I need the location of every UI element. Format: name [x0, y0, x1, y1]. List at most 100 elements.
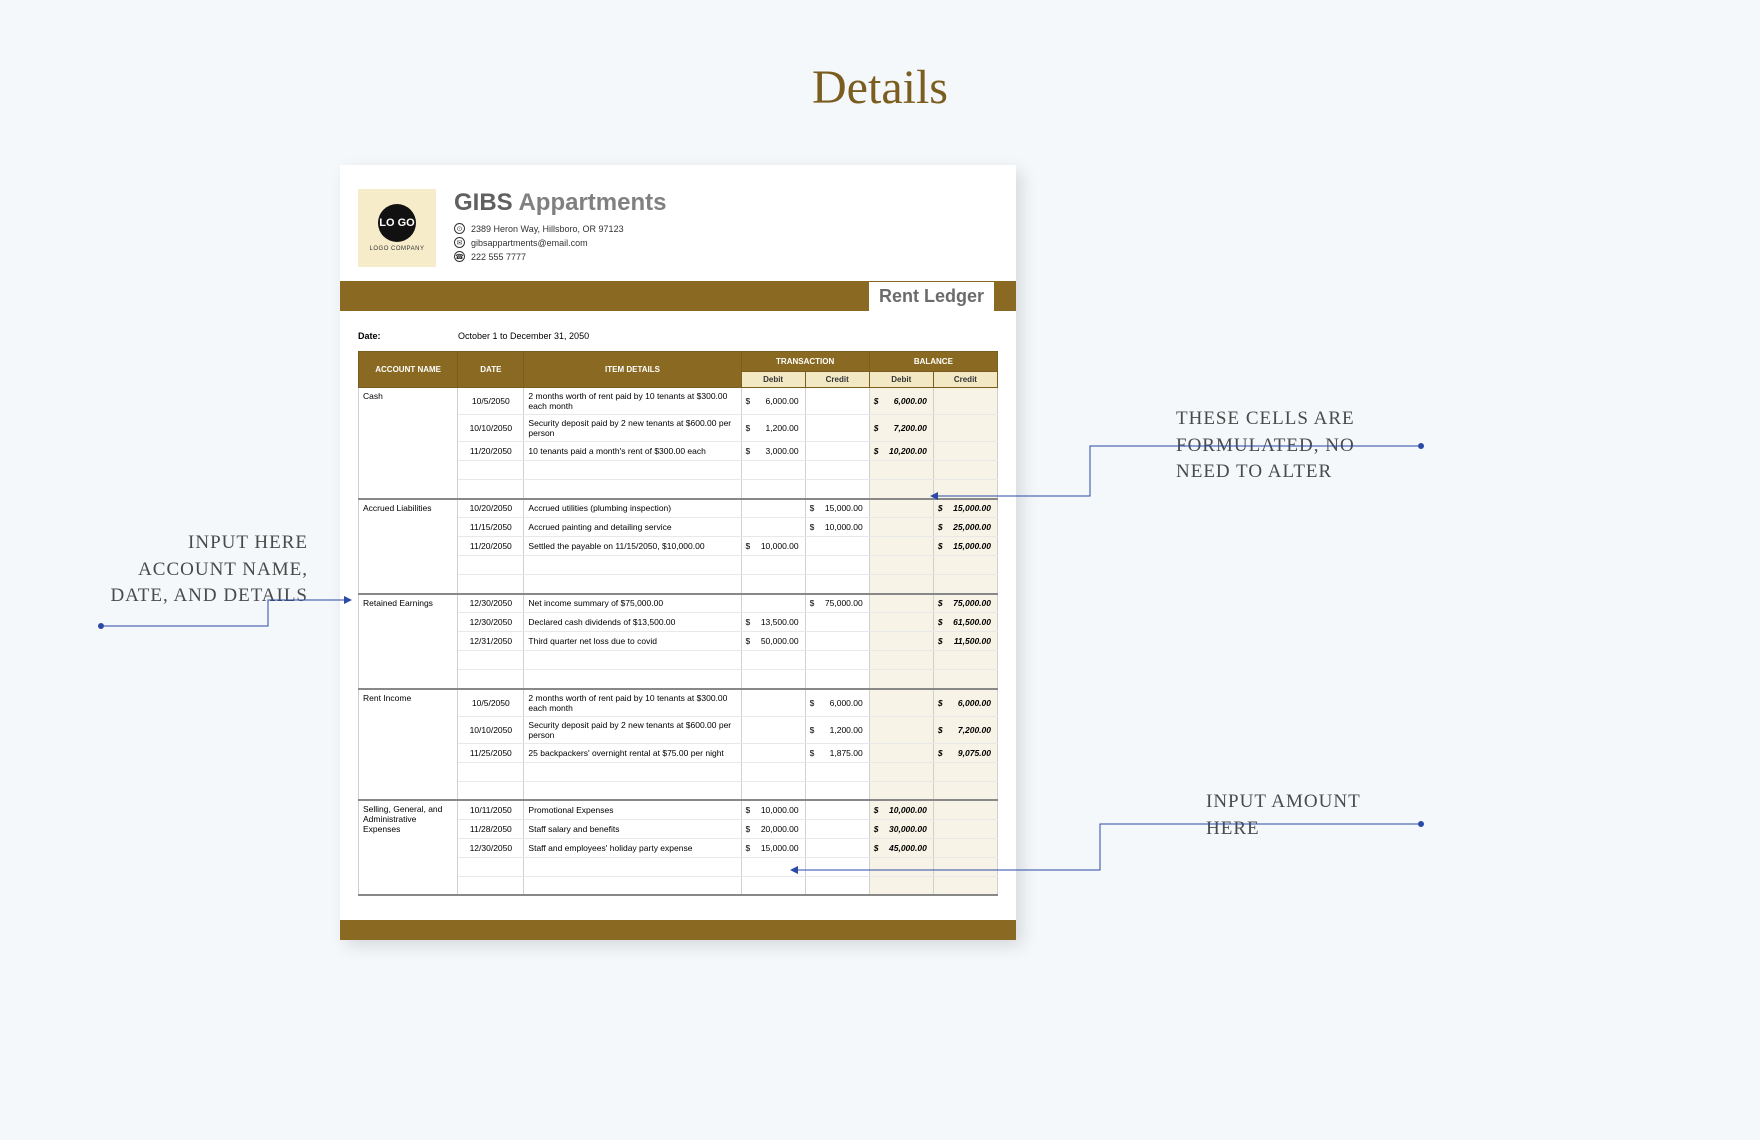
date-cell[interactable]: 10/5/2050: [458, 388, 524, 415]
amount-cell[interactable]: [741, 716, 805, 743]
balance-cell: [869, 689, 933, 717]
amount-cell[interactable]: $1,875.00: [805, 743, 869, 762]
amount-cell[interactable]: [805, 537, 869, 556]
balance-cell: $10,200.00: [869, 442, 933, 461]
empty-cell: [524, 651, 741, 670]
amount-cell[interactable]: $6,000.00: [805, 689, 869, 717]
ledger-document: LO GO LOGO COMPANY GIBS Appartments ⊙ 23…: [340, 165, 1016, 940]
amount-cell[interactable]: [741, 594, 805, 613]
account-name-cell[interactable]: Accrued Liabilities: [359, 499, 458, 575]
amount-cell[interactable]: [741, 689, 805, 717]
amount-cell[interactable]: [741, 518, 805, 537]
balance-cell: [933, 442, 997, 461]
amount-cell[interactable]: $50,000.00: [741, 632, 805, 651]
amount-cell[interactable]: $10,000.00: [805, 518, 869, 537]
amount-cell[interactable]: [805, 415, 869, 442]
date-cell[interactable]: 12/31/2050: [458, 632, 524, 651]
details-cell[interactable]: Promotional Expenses: [524, 800, 741, 819]
amount-cell[interactable]: $15,000.00: [805, 499, 869, 518]
details-cell[interactable]: Settled the payable on 11/15/2050, $10,0…: [524, 537, 741, 556]
date-cell[interactable]: 12/30/2050: [458, 838, 524, 857]
date-cell[interactable]: 10/5/2050: [458, 689, 524, 717]
amount-cell[interactable]: [805, 819, 869, 838]
details-cell[interactable]: Staff salary and benefits: [524, 819, 741, 838]
details-cell[interactable]: Security deposit paid by 2 new tenants a…: [524, 716, 741, 743]
amount-cell[interactable]: [805, 388, 869, 415]
amount-cell[interactable]: [805, 613, 869, 632]
date-cell[interactable]: 10/20/2050: [458, 499, 524, 518]
balance-cell: $15,000.00: [933, 537, 997, 556]
details-cell[interactable]: 25 backpackers' overnight rental at $75.…: [524, 743, 741, 762]
amount-cell[interactable]: [805, 838, 869, 857]
callout-right-top: THESE CELLS ARE FORMULATED, NO NEED TO A…: [1176, 406, 1396, 486]
date-cell[interactable]: 11/28/2050: [458, 819, 524, 838]
details-cell[interactable]: Accrued utilities (plumbing inspection): [524, 499, 741, 518]
title-banner: Rent Ledger: [340, 281, 1016, 311]
company-address-line: ⊙ 2389 Heron Way, Hillsboro, OR 97123: [454, 223, 998, 234]
date-row: Date: October 1 to December 31, 2050: [358, 311, 998, 351]
account-name-cell[interactable]: Selling, General, and Administrative Exp…: [359, 800, 458, 876]
amount-cell[interactable]: [741, 499, 805, 518]
amount-cell[interactable]: [805, 442, 869, 461]
date-cell[interactable]: 12/30/2050: [458, 613, 524, 632]
table-row: Rent Income10/5/20502 months worth of re…: [359, 689, 998, 717]
empty-cell: [741, 575, 805, 594]
empty-cell: [805, 461, 869, 480]
amount-cell[interactable]: [741, 743, 805, 762]
amount-cell[interactable]: $3,000.00: [741, 442, 805, 461]
account-name-cell[interactable]: Retained Earnings: [359, 594, 458, 670]
details-cell[interactable]: Accrued painting and detailing service: [524, 518, 741, 537]
empty-cell: [524, 575, 741, 594]
empty-cell: [359, 480, 458, 499]
date-cell[interactable]: 11/20/2050: [458, 537, 524, 556]
amount-cell[interactable]: $10,000.00: [741, 537, 805, 556]
amount-cell[interactable]: $10,000.00: [741, 800, 805, 819]
th-t-debit: Debit: [741, 372, 805, 388]
amount-cell[interactable]: $1,200.00: [741, 415, 805, 442]
date-cell[interactable]: 10/11/2050: [458, 800, 524, 819]
amount-cell[interactable]: $6,000.00: [741, 388, 805, 415]
date-cell[interactable]: 11/15/2050: [458, 518, 524, 537]
empty-cell: [458, 461, 524, 480]
amount-cell[interactable]: $13,500.00: [741, 613, 805, 632]
empty-cell: [805, 575, 869, 594]
details-cell[interactable]: 2 months worth of rent paid by 10 tenant…: [524, 388, 741, 415]
th-account: ACCOUNT NAME: [359, 352, 458, 388]
details-cell[interactable]: 10 tenants paid a month's rent of $300.0…: [524, 442, 741, 461]
company-name-bold: GIBS: [454, 189, 513, 216]
company-name: GIBS Appartments: [454, 189, 998, 217]
empty-cell: [741, 461, 805, 480]
ledger-thead: ACCOUNT NAME DATE ITEM DETAILS TRANSACTI…: [359, 352, 998, 388]
empty-cell: [805, 876, 869, 895]
details-cell[interactable]: Staff and employees' holiday party expen…: [524, 838, 741, 857]
details-cell[interactable]: Net income summary of $75,000.00: [524, 594, 741, 613]
amount-cell[interactable]: [805, 800, 869, 819]
account-name-cell[interactable]: Rent Income: [359, 689, 458, 782]
amount-cell[interactable]: [805, 632, 869, 651]
empty-cell: [869, 651, 933, 670]
date-cell[interactable]: 12/30/2050: [458, 594, 524, 613]
amount-cell[interactable]: $15,000.00: [741, 838, 805, 857]
details-cell[interactable]: 2 months worth of rent paid by 10 tenant…: [524, 689, 741, 717]
amount-cell[interactable]: $20,000.00: [741, 819, 805, 838]
details-cell[interactable]: Security deposit paid by 2 new tenants a…: [524, 415, 741, 442]
details-cell[interactable]: Declared cash dividends of $13,500.00: [524, 613, 741, 632]
empty-cell: [458, 670, 524, 689]
th-balance: BALANCE: [869, 352, 997, 372]
amount-cell[interactable]: $75,000.00: [805, 594, 869, 613]
date-cell[interactable]: 10/10/2050: [458, 716, 524, 743]
account-name-cell[interactable]: Cash: [359, 388, 458, 480]
date-cell[interactable]: 11/20/2050: [458, 442, 524, 461]
empty-cell: [524, 781, 741, 800]
details-cell[interactable]: Third quarter net loss due to covid: [524, 632, 741, 651]
balance-cell: $30,000.00: [869, 819, 933, 838]
amount-cell[interactable]: $1,200.00: [805, 716, 869, 743]
balance-cell: [869, 743, 933, 762]
empty-cell: [458, 857, 524, 876]
balance-cell: [933, 838, 997, 857]
date-cell[interactable]: 11/25/2050: [458, 743, 524, 762]
empty-cell: [524, 876, 741, 895]
date-cell[interactable]: 10/10/2050: [458, 415, 524, 442]
balance-cell: [933, 388, 997, 415]
balance-cell: $11,500.00: [933, 632, 997, 651]
